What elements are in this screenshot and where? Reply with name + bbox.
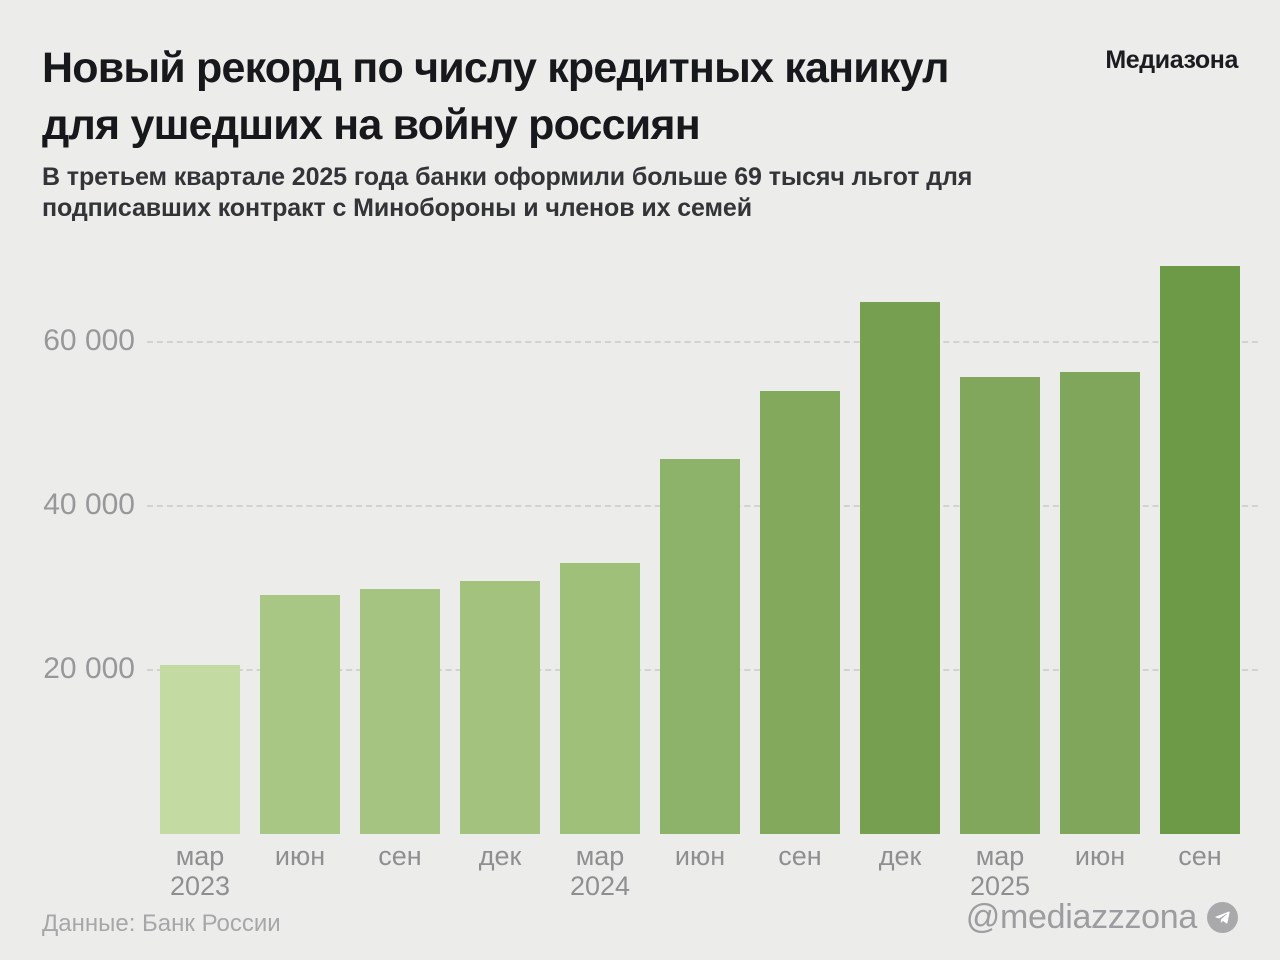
telegram-icon — [1207, 902, 1238, 933]
bar — [1160, 266, 1240, 834]
y-tick-label: 60 000 — [43, 324, 135, 357]
x-tick-label: мар 2023 — [150, 841, 250, 901]
page-subtitle-line1: В третьем квартале 2025 года банки оформ… — [42, 163, 973, 191]
page-title-line1: Новый рекорд по числу кредитных каникул — [42, 44, 949, 92]
x-tick-label: дек — [850, 841, 950, 871]
x-tick-month: мар — [175, 841, 225, 871]
bar — [960, 377, 1040, 834]
y-tick-label: 20 000 — [43, 652, 135, 685]
x-tick-month: мар — [975, 841, 1025, 871]
page-title-line2: для ушедших на войну россиян — [42, 101, 701, 149]
page-subtitle-line2: подписавших контракт с Минобороны и член… — [42, 194, 752, 222]
gridline — [147, 341, 1258, 343]
bar — [560, 563, 640, 834]
bar — [760, 391, 840, 834]
x-tick-month: июн — [274, 841, 326, 871]
bar — [360, 589, 440, 834]
x-tick-month: сен — [778, 841, 822, 871]
bar — [660, 459, 740, 834]
bar — [460, 581, 540, 834]
x-tick-label: сен — [1150, 841, 1250, 871]
x-tick-month: сен — [378, 841, 422, 871]
x-tick-month: мар — [575, 841, 625, 871]
page-title: Новый рекорд по числу кредитных каникул … — [42, 40, 949, 154]
x-tick-label: сен — [750, 841, 850, 871]
bar — [860, 302, 940, 834]
x-tick-label: июн — [650, 841, 750, 871]
brand-logo: Медиазона — [1105, 46, 1238, 74]
x-tick-label: июн — [1050, 841, 1150, 871]
x-tick-year: 2024 — [569, 871, 631, 901]
x-tick-year: 2025 — [969, 871, 1031, 901]
telegram-handle: @mediazzzona — [965, 898, 1198, 936]
bar — [160, 665, 240, 834]
x-tick-month: сен — [1178, 841, 1222, 871]
x-tick-month: июн — [1074, 841, 1126, 871]
page-subtitle: В третьем квартале 2025 года банки оформ… — [42, 162, 972, 224]
x-tick-year: 2023 — [169, 871, 231, 901]
bar — [1060, 372, 1140, 834]
x-tick-label: сен — [350, 841, 450, 871]
x-tick-month: дек — [878, 841, 922, 871]
x-tick-label: мар 2025 — [950, 841, 1050, 901]
x-tick-month: июн — [674, 841, 726, 871]
x-tick-month: дек — [478, 841, 522, 871]
x-tick-label: июн — [250, 841, 350, 871]
bar — [260, 595, 340, 834]
telegram-handle-group: @mediazzzona — [966, 898, 1238, 937]
x-tick-label: дек — [450, 841, 550, 871]
source-note: Данные: Банк России — [42, 910, 281, 937]
y-tick-label: 40 000 — [43, 488, 135, 521]
x-tick-label: мар 2024 — [550, 841, 650, 901]
